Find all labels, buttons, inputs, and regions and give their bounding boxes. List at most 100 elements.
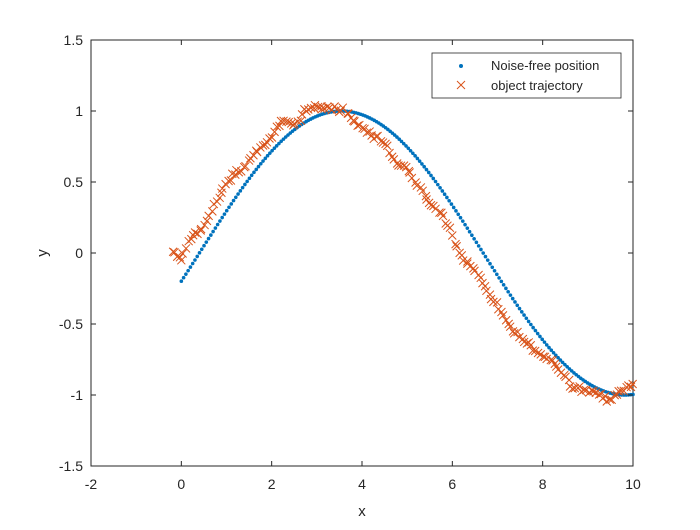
noise-free-point: [438, 185, 442, 190]
x-tick-label: 6: [448, 476, 456, 492]
noise-free-point: [535, 331, 540, 336]
noise-free-point: [467, 229, 472, 234]
trajectory-point: [476, 273, 486, 283]
noise-free-point: [485, 258, 490, 262]
noise-free-point: [463, 222, 467, 227]
noise-free-point: [549, 348, 554, 352]
trajectory-point: [396, 161, 406, 171]
noise-free-point: [433, 179, 438, 184]
trajectory-point: [513, 327, 522, 337]
y-tick-label: 0: [75, 245, 83, 261]
noise-free-point: [474, 240, 479, 245]
noise-free-point: [236, 192, 240, 196]
noise-free-point: [245, 179, 249, 184]
trajectory-point: [463, 257, 472, 266]
noise-free-point: [563, 362, 567, 367]
trajectory-point: [528, 346, 538, 355]
trajectory-point: [469, 264, 478, 273]
noise-free-point: [565, 365, 569, 369]
trajectory-point: [405, 168, 414, 177]
y-tick-label: -0.5: [59, 316, 83, 332]
noise-free-point: [231, 198, 236, 203]
noise-free-point: [526, 319, 531, 324]
trajectory-point: [284, 117, 294, 127]
noise-free-point: [190, 261, 195, 266]
noise-free-point: [179, 279, 184, 284]
trajectory-point: [389, 154, 399, 164]
noise-free-point: [399, 139, 404, 144]
noise-free-point: [261, 159, 265, 163]
noise-free-point: [504, 286, 508, 291]
noise-free-point: [197, 251, 202, 255]
trajectory-point: [579, 385, 589, 395]
x-axis-label: x: [358, 503, 366, 520]
trajectory-point: [392, 159, 402, 168]
trajectory-point: [382, 141, 392, 151]
noise-free-point: [449, 202, 454, 206]
x-tick-label: 2: [268, 476, 276, 492]
trajectory-point: [350, 117, 359, 126]
trajectory-point: [387, 152, 397, 162]
trajectory-point: [501, 315, 511, 325]
noise-free-point: [186, 268, 190, 273]
trajectory-point: [178, 249, 187, 258]
x-tick-label: -2: [85, 476, 98, 492]
noise-free-point: [510, 296, 515, 301]
trajectory-point: [265, 134, 274, 143]
trajectory-point: [353, 121, 362, 131]
noise-free-point: [547, 345, 551, 350]
noise-free-point: [395, 135, 399, 139]
trajectory-point: [208, 206, 217, 216]
noise-free-point: [479, 247, 483, 252]
legend: Noise-free position object trajectory: [431, 52, 622, 99]
noise-free-point: [513, 300, 517, 304]
trajectory-point: [575, 382, 585, 391]
noise-free-point: [272, 146, 277, 150]
noise-free-point: [522, 313, 526, 317]
noise-free-point: [218, 219, 222, 223]
noise-free-point: [445, 195, 449, 200]
trajectory-point: [212, 197, 222, 206]
noise-free-point: [270, 148, 274, 153]
noise-free-point: [277, 141, 281, 146]
trajectory-point: [533, 348, 543, 358]
noise-free-point: [247, 176, 252, 181]
trajectory-point: [589, 387, 598, 396]
noise-free-point: [442, 192, 447, 196]
trajectory-point: [401, 162, 411, 172]
trajectory-point: [317, 104, 326, 114]
legend-label-trajectory: object trajectory: [491, 78, 583, 93]
trajectory-point: [628, 379, 638, 389]
noise-free-point: [465, 226, 470, 230]
legend-box: [431, 52, 622, 99]
trajectory-point: [293, 117, 303, 126]
noise-free-point: [556, 355, 560, 360]
noise-free-point: [451, 205, 456, 210]
legend-dot: [459, 64, 463, 68]
trajectory-point: [236, 167, 246, 176]
trajectory-point: [202, 216, 212, 226]
noise-free-point: [211, 229, 215, 234]
trajectory-point: [272, 122, 282, 132]
noise-free-point: [447, 198, 451, 203]
noise-free-point: [227, 205, 231, 210]
noise-free-point: [254, 167, 259, 172]
noise-free-point: [492, 269, 497, 273]
trajectory-point: [445, 223, 455, 233]
noise-free-point: [440, 189, 445, 193]
trajectory-point: [438, 211, 448, 221]
noise-free-point: [554, 353, 558, 358]
trajectory-point: [279, 116, 288, 126]
noise-free-point: [184, 272, 188, 276]
noise-free-point: [436, 182, 440, 187]
noise-free-point: [470, 233, 474, 238]
y-tick-label: -1: [71, 387, 84, 403]
y-axis-label: y: [34, 249, 51, 257]
noise-free-point: [268, 151, 272, 155]
y-tick-label: 0.5: [64, 174, 84, 190]
noise-free-point: [540, 337, 545, 342]
noise-free-point: [404, 144, 408, 148]
trajectory-point: [226, 176, 236, 185]
trajectory-point: [376, 136, 386, 146]
